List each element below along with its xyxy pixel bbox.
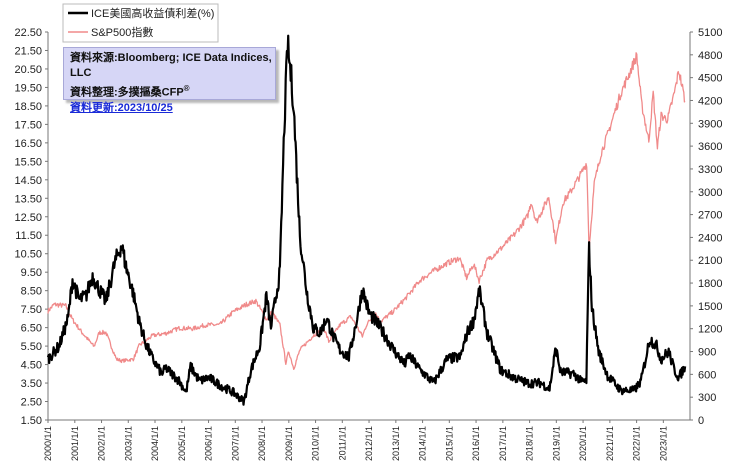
right-tick-label: 3600 — [698, 141, 722, 153]
series-line-sp500 — [47, 52, 686, 371]
right-tick-label: 1800 — [698, 278, 722, 290]
x-tick-label: 2022/1/1 — [632, 426, 642, 461]
x-tick-label: 2000/1/1 — [43, 426, 53, 461]
left-tick-label: 4.50 — [21, 360, 42, 372]
right-tick-label: 5100 — [698, 27, 722, 39]
x-tick-label: 2001/1/1 — [70, 426, 80, 461]
left-tick-label: 21.50 — [14, 45, 42, 57]
updated-link[interactable]: 資料更新:2023/10/25 — [70, 101, 173, 114]
x-tick-label: 2020/1/1 — [578, 426, 588, 461]
x-tick-label: 2012/1/1 — [364, 426, 374, 461]
x-tick-label: 2004/1/1 — [150, 426, 160, 461]
right-tick-label: 900 — [698, 347, 716, 359]
left-tick-label: 2.50 — [21, 397, 42, 409]
right-tick-label: 0 — [698, 415, 704, 427]
x-axis: 2000/1/1 2001/1/1 2002/1/1 2003/1/1 2004/1/1… — [43, 419, 690, 461]
left-tick-label: 20.50 — [14, 64, 42, 76]
left-tick-label: 12.50 — [14, 212, 42, 224]
left-tick-label: 3.50 — [21, 378, 42, 390]
x-tick-label: 2008/1/1 — [257, 426, 267, 461]
right-tick-label: 4800 — [698, 50, 722, 62]
right-tick-label: 600 — [698, 369, 716, 381]
x-tick-label: 2007/1/1 — [230, 426, 240, 461]
x-tick-label: 2011/1/1 — [337, 426, 347, 460]
right-tick-label: 1500 — [698, 301, 722, 313]
registered-mark: ® — [183, 84, 190, 93]
x-tick-label: 2003/1/1 — [123, 426, 133, 461]
right-tick-label: 4200 — [698, 95, 722, 107]
legend-box — [62, 3, 219, 43]
legend-label-sp500: S&P500指數 — [91, 25, 153, 39]
x-tick-label: 2005/1/1 — [177, 426, 187, 461]
x-tick-label: 2021/1/1 — [605, 426, 615, 461]
x-tick-label: 2009/1/1 — [284, 426, 294, 461]
series-line-spread — [46, 34, 687, 406]
x-tick-label: 2002/1/1 — [97, 426, 107, 461]
x-tick-label: 2006/1/1 — [204, 426, 214, 461]
x-tick-label: 2013/1/1 — [391, 426, 401, 461]
right-tick-label: 2700 — [698, 210, 722, 222]
left-tick-label: 11.50 — [15, 230, 42, 242]
compiled-text: 資料整理:多撲摳桑CFP — [70, 86, 184, 99]
x-tick-label: 2014/1/1 — [418, 426, 428, 461]
right-tick-label: 2400 — [698, 232, 722, 244]
right-tick-label: 2100 — [698, 255, 722, 267]
left-tick-label: 22.50 — [14, 27, 42, 39]
right-tick-label: 3300 — [698, 164, 722, 176]
left-tick-label: 18.50 — [14, 101, 42, 113]
right-tick-label: 300 — [698, 392, 716, 404]
left-tick-label: 19.50 — [14, 82, 42, 94]
x-tick-label: 2018/1/1 — [525, 426, 535, 461]
left-tick-label: 8.50 — [21, 286, 42, 298]
compiled-line: 資料整理:多撲摳桑CFP® — [70, 81, 275, 101]
x-tick-label: 2016/1/1 — [471, 426, 481, 461]
left-tick-label: 15.50 — [14, 156, 42, 168]
series-layer — [46, 34, 687, 406]
left-tick-label: 6.50 — [21, 323, 42, 335]
source-text: 資料來源:Bloomberg; ICE Data Indices, LLC — [70, 52, 272, 79]
x-tick-label: 2019/1/1 — [551, 426, 561, 461]
right-axis: 5100480045004200390036003300300027002400… — [689, 27, 722, 427]
legend: ICE美國高收益債利差(%) S&P500指數 — [62, 3, 219, 43]
left-tick-label: 13.50 — [14, 193, 42, 205]
right-tick-label: 3000 — [698, 187, 722, 199]
left-tick-label: 1.50 — [21, 415, 42, 427]
legend-label-spread: ICE美國高收益債利差(%) — [91, 6, 214, 20]
data-source-box: 資料來源:Bloomberg; ICE Data Indices, LLC 資料… — [63, 47, 276, 114]
x-tick-label: 2010/1/1 — [311, 426, 321, 461]
left-tick-label: 5.50 — [21, 341, 42, 353]
left-tick-label: 9.50 — [21, 267, 42, 279]
right-tick-label: 4500 — [698, 73, 722, 85]
right-tick-label: 3900 — [698, 118, 722, 130]
left-axis: 22.50 21.50 20.50 19.50 18.50 17.50 16.50 15.50… — [14, 27, 49, 427]
x-tick-label: 2023/1/1 — [658, 426, 668, 461]
x-tick-label: 2017/1/1 — [498, 426, 508, 461]
x-tick-label: 2015/1/1 — [444, 426, 454, 461]
left-tick-label: 10.50 — [14, 249, 42, 261]
right-tick-label: 1200 — [698, 324, 722, 336]
left-tick-label: 7.50 — [21, 304, 42, 316]
left-tick-label: 14.50 — [14, 175, 42, 187]
left-tick-label: 17.50 — [14, 119, 42, 131]
left-tick-label: 16.50 — [14, 138, 42, 150]
